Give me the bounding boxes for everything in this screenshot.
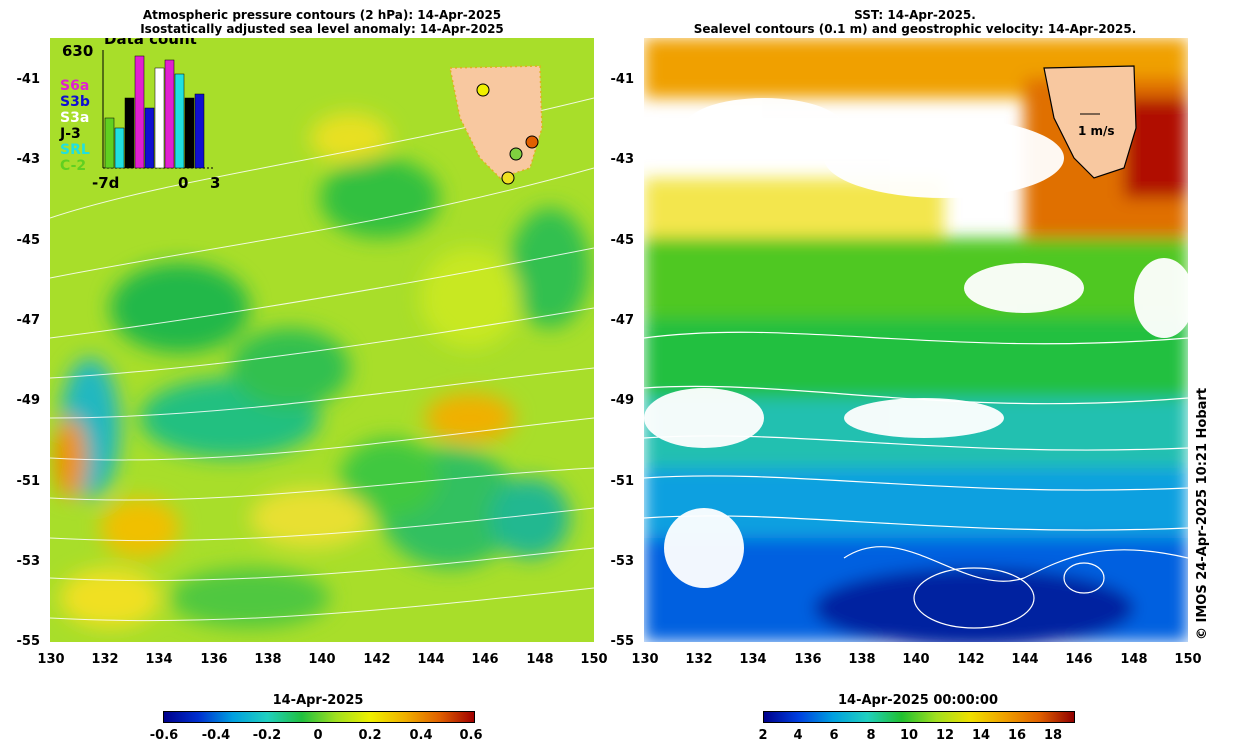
left-xtick-130: 130 <box>37 652 65 667</box>
left-xtick-150: 150 <box>580 652 608 667</box>
right-xtick-142: 142 <box>957 652 985 667</box>
data-count-inset <box>50 38 220 188</box>
left-xtick-140: 140 <box>308 652 336 667</box>
right-cbar-tick-8: 8 <box>866 728 876 743</box>
right-title: SST: 14-Apr-2025. Sealevel contours (0.1… <box>694 8 1137 36</box>
left-xtick-132: 132 <box>91 652 119 667</box>
left-title: Atmospheric pressure contours (2 hPa): 1… <box>140 8 504 36</box>
inset-x-label-zero: 0 <box>178 174 189 192</box>
left-xtick-138: 138 <box>254 652 282 667</box>
right-ytick-43: -43 <box>610 152 635 167</box>
left-ytick-47: -47 <box>16 313 41 328</box>
right-cbar-tick-14: 14 <box>971 728 991 743</box>
right-xtick-150: 150 <box>1174 652 1202 667</box>
sst-colorbar <box>763 711 1075 723</box>
right-xtick-146: 146 <box>1065 652 1093 667</box>
right-ytick-45: -45 <box>610 233 635 248</box>
right-ytick-47: -47 <box>610 313 635 328</box>
right-xtick-136: 136 <box>794 652 822 667</box>
left-cbar-tick-3: 0 <box>313 728 323 743</box>
left-xtick-136: 136 <box>200 652 228 667</box>
sat-label-c2: C-2 <box>60 158 87 174</box>
right-title-line2: Sealevel contours (0.1 m) and geostrophi… <box>693 22 1137 36</box>
right-xtick-140: 140 <box>902 652 930 667</box>
right-xtick-138: 138 <box>848 652 876 667</box>
left-xtick-146: 146 <box>471 652 499 667</box>
right-xtick-130: 130 <box>631 652 659 667</box>
left-ytick-41: -41 <box>16 72 41 87</box>
right-ytick-53: -53 <box>610 554 635 569</box>
copyright-text: © IMOS 24-Apr-2025 10:21 Hobart <box>1195 387 1210 640</box>
velocity-scale-label: 1 m/s <box>1078 124 1115 138</box>
left-ytick-45: -45 <box>16 233 41 248</box>
left-cbar-tick-4: 0.2 <box>358 728 382 743</box>
right-ytick-51: -51 <box>610 474 635 489</box>
left-xtick-134: 134 <box>145 652 173 667</box>
data-count-bars <box>102 50 215 169</box>
left-cbar-tick-2: -0.2 <box>252 728 282 743</box>
right-cbar-tick-10: 10 <box>899 728 919 743</box>
sat-label-s6a: S6a <box>60 78 90 94</box>
left-title-line1: Atmospheric pressure contours (2 hPa): 1… <box>142 8 502 22</box>
right-cbar-tick-18: 18 <box>1043 728 1063 743</box>
left-cbar-tick-6: 0.6 <box>459 728 483 743</box>
right-xtick-134: 134 <box>739 652 767 667</box>
right-xtick-144: 144 <box>1011 652 1039 667</box>
left-xtick-144: 144 <box>417 652 445 667</box>
right-cbar-tick-16: 16 <box>1007 728 1027 743</box>
tasmania-land-sst <box>1043 65 1137 179</box>
left-xtick-148: 148 <box>526 652 554 667</box>
left-ytick-49: -49 <box>16 393 41 408</box>
right-ytick-41: -41 <box>610 72 635 87</box>
left-title-line2: Isostatically adjusted sea level anomaly… <box>140 22 504 36</box>
sat-label-srl: SRL <box>60 142 90 158</box>
inset-title: Data count <box>104 38 197 48</box>
right-ytick-55: -55 <box>610 634 635 649</box>
right-cbar-tick-4: 4 <box>793 728 803 743</box>
right-ytick-49: -49 <box>610 393 635 408</box>
inset-x-label-start: -7d <box>92 174 120 192</box>
left-colorbar-title: 14-Apr-2025 <box>272 693 364 708</box>
left-xtick-142: 142 <box>363 652 391 667</box>
right-title-line1: SST: 14-Apr-2025. <box>854 8 976 22</box>
sat-label-s3b: S3b <box>60 94 90 110</box>
inset-x-label-end: 3 <box>210 174 221 192</box>
right-cbar-tick-2: 2 <box>758 728 768 743</box>
right-cbar-tick-12: 12 <box>935 728 955 743</box>
left-ytick-51: -51 <box>16 474 41 489</box>
left-cbar-tick-5: 0.4 <box>409 728 433 743</box>
anomaly-colorbar <box>163 711 475 723</box>
sst-field <box>644 38 1188 642</box>
left-ytick-55: -55 <box>16 634 41 649</box>
sat-label-s3a: S3a <box>60 110 90 126</box>
sat-label-j3: J-3 <box>60 126 81 142</box>
right-cbar-tick-6: 6 <box>829 728 839 743</box>
sea-level-anomaly-map: Data count 630 S6a S3b S3a J-3 SRL C-2 -… <box>50 38 594 642</box>
left-cbar-tick-0: -0.6 <box>149 728 179 743</box>
left-ytick-43: -43 <box>16 152 41 167</box>
left-ytick-53: -53 <box>16 554 41 569</box>
anomaly-field <box>50 38 594 642</box>
right-colorbar-title: 14-Apr-2025 00:00:00 <box>837 693 999 708</box>
right-xtick-132: 132 <box>685 652 713 667</box>
left-cbar-tick-1: -0.4 <box>201 728 231 743</box>
sst-map: 1 m/s <box>644 38 1188 642</box>
right-xtick-148: 148 <box>1120 652 1148 667</box>
inset-max-count: 630 <box>62 42 94 60</box>
